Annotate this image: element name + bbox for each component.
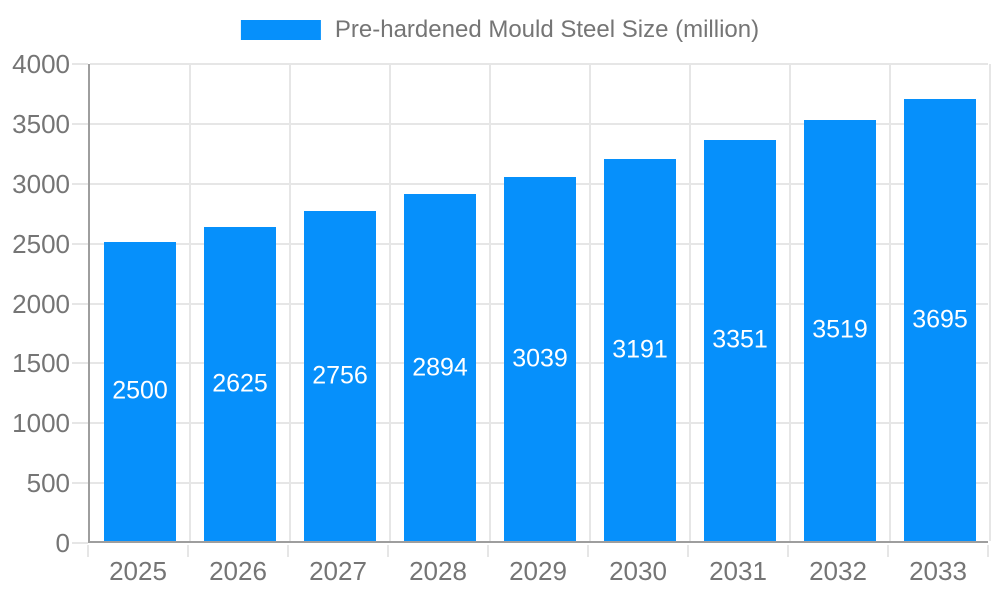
bar-value-label: 3039 bbox=[512, 344, 568, 373]
y-axis-tick bbox=[72, 542, 88, 544]
y-tick-label: 2500 bbox=[12, 228, 70, 259]
bar[interactable]: 3695 bbox=[904, 98, 976, 541]
bar[interactable]: 2756 bbox=[304, 210, 376, 541]
bar[interactable]: 3191 bbox=[604, 158, 676, 541]
y-tick-label: 1500 bbox=[12, 348, 70, 379]
legend-label: Pre-hardened Mould Steel Size (million) bbox=[334, 16, 760, 43]
y-axis-tick bbox=[72, 63, 88, 65]
x-tick-label: 2026 bbox=[209, 556, 267, 586]
x-tick-label: 2033 bbox=[909, 556, 967, 586]
x-gridline bbox=[689, 64, 691, 541]
x-gridline bbox=[589, 64, 591, 541]
bar-value-label: 2500 bbox=[112, 376, 168, 405]
y-axis-tick bbox=[72, 482, 88, 485]
y-axis-tick bbox=[72, 362, 88, 365]
x-axis-tick bbox=[187, 545, 189, 557]
x-tick-label: 2031 bbox=[709, 556, 767, 586]
x-gridline bbox=[289, 64, 291, 541]
x-axis-tick bbox=[687, 545, 689, 557]
bar-value-label: 2756 bbox=[312, 361, 368, 390]
y-axis-tick bbox=[72, 182, 88, 185]
x-axis-tick bbox=[587, 545, 589, 557]
y-axis-tick bbox=[72, 242, 88, 245]
bar-value-label: 3191 bbox=[612, 335, 668, 364]
y-tick-label: 500 bbox=[26, 468, 70, 499]
bar[interactable]: 2894 bbox=[404, 194, 476, 541]
x-axis-tick bbox=[487, 545, 489, 557]
x-tick-label: 2025 bbox=[109, 556, 167, 586]
y-axis-tick bbox=[72, 422, 88, 425]
bar[interactable]: 2625 bbox=[204, 226, 276, 541]
legend-item[interactable]: Pre-hardened Mould Steel Size (million) bbox=[240, 16, 760, 44]
y-tick-label: 2000 bbox=[12, 288, 70, 319]
plot-area: 2500 2625 2756 2894 3039 3191 3351 3519 3695 bbox=[88, 63, 991, 543]
legend-swatch bbox=[240, 20, 321, 40]
x-axis-tick bbox=[987, 545, 989, 557]
bar[interactable]: 3039 bbox=[504, 177, 576, 541]
bar-value-label: 3519 bbox=[812, 315, 868, 344]
x-axis-tick bbox=[287, 545, 289, 557]
x-tick-label: 2027 bbox=[309, 556, 367, 586]
x-gridline bbox=[189, 64, 191, 541]
x-axis-tick bbox=[887, 545, 889, 557]
y-tick-label: 3000 bbox=[12, 168, 70, 199]
bar[interactable]: 3519 bbox=[804, 119, 876, 541]
x-tick-label: 2032 bbox=[809, 556, 867, 586]
y-gridline bbox=[90, 122, 988, 125]
x-gridline bbox=[989, 64, 991, 541]
x-tick-label: 2030 bbox=[609, 556, 667, 586]
y-axis-tick bbox=[72, 302, 88, 305]
x-tick-label: 2028 bbox=[409, 556, 467, 586]
x-axis-tick bbox=[787, 545, 789, 557]
y-tick-label: 3500 bbox=[12, 108, 70, 139]
bar-value-label: 2625 bbox=[212, 369, 268, 398]
bar[interactable]: 2500 bbox=[104, 241, 176, 541]
x-tick-label: 2029 bbox=[509, 556, 567, 586]
y-axis-tick bbox=[72, 122, 88, 125]
y-tick-label: 0 bbox=[55, 528, 70, 558]
x-gridline bbox=[889, 64, 891, 541]
x-gridline bbox=[489, 64, 491, 541]
x-axis-tick bbox=[387, 545, 389, 557]
x-gridline bbox=[789, 64, 791, 541]
y-tick-label: 4000 bbox=[12, 49, 70, 79]
y-tick-label: 1000 bbox=[12, 408, 70, 439]
x-gridline bbox=[389, 64, 391, 541]
x-axis-tick bbox=[87, 545, 89, 557]
bar[interactable]: 3351 bbox=[704, 139, 776, 541]
bar-value-label: 3695 bbox=[912, 305, 968, 334]
bar-value-label: 3351 bbox=[712, 325, 768, 354]
bar-value-label: 2894 bbox=[412, 353, 468, 382]
y-gridline bbox=[90, 63, 988, 65]
